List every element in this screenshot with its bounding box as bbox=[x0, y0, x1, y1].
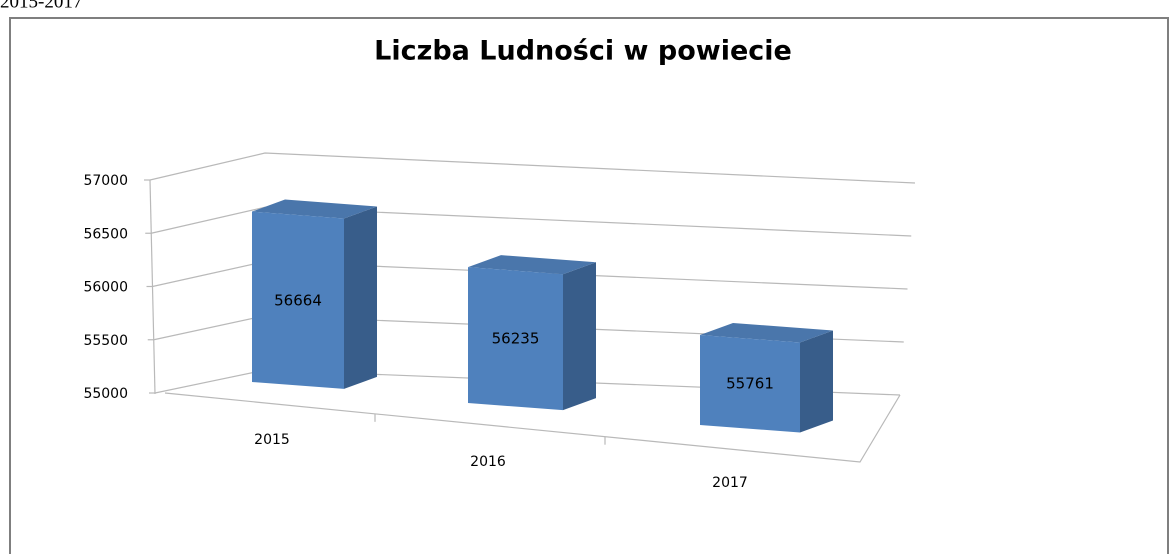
y-tick-label: 56000 bbox=[83, 280, 128, 296]
x-tick-label: 2015 bbox=[254, 432, 290, 448]
x-tick-label: 2016 bbox=[470, 454, 506, 470]
bar bbox=[252, 199, 377, 389]
bar-top bbox=[700, 323, 833, 343]
bar-side bbox=[800, 330, 833, 433]
bar-side bbox=[563, 262, 596, 411]
x-tick-label: 2017 bbox=[712, 475, 748, 491]
y-tick-label: 55500 bbox=[83, 333, 128, 349]
bar-side bbox=[344, 206, 377, 389]
bar bbox=[468, 255, 596, 411]
header-text: 2015-2017 bbox=[0, 0, 82, 12]
y-tick-label: 57000 bbox=[83, 173, 128, 189]
bar-front bbox=[468, 267, 563, 411]
bar-front bbox=[700, 335, 800, 433]
data-label: 55761 bbox=[726, 375, 774, 393]
bar-top bbox=[252, 199, 377, 219]
bar-front bbox=[252, 211, 344, 389]
data-label: 56235 bbox=[492, 330, 540, 348]
y-tick-label: 55000 bbox=[83, 386, 128, 402]
floor-edge bbox=[164, 392, 901, 463]
y-tick-label: 56500 bbox=[83, 226, 128, 242]
data-label: 56664 bbox=[274, 291, 322, 309]
grid-line bbox=[149, 152, 916, 184]
bar-top bbox=[468, 255, 596, 275]
chart-title: Liczba Ludności w powiecie bbox=[374, 36, 792, 67]
bar bbox=[700, 323, 833, 433]
